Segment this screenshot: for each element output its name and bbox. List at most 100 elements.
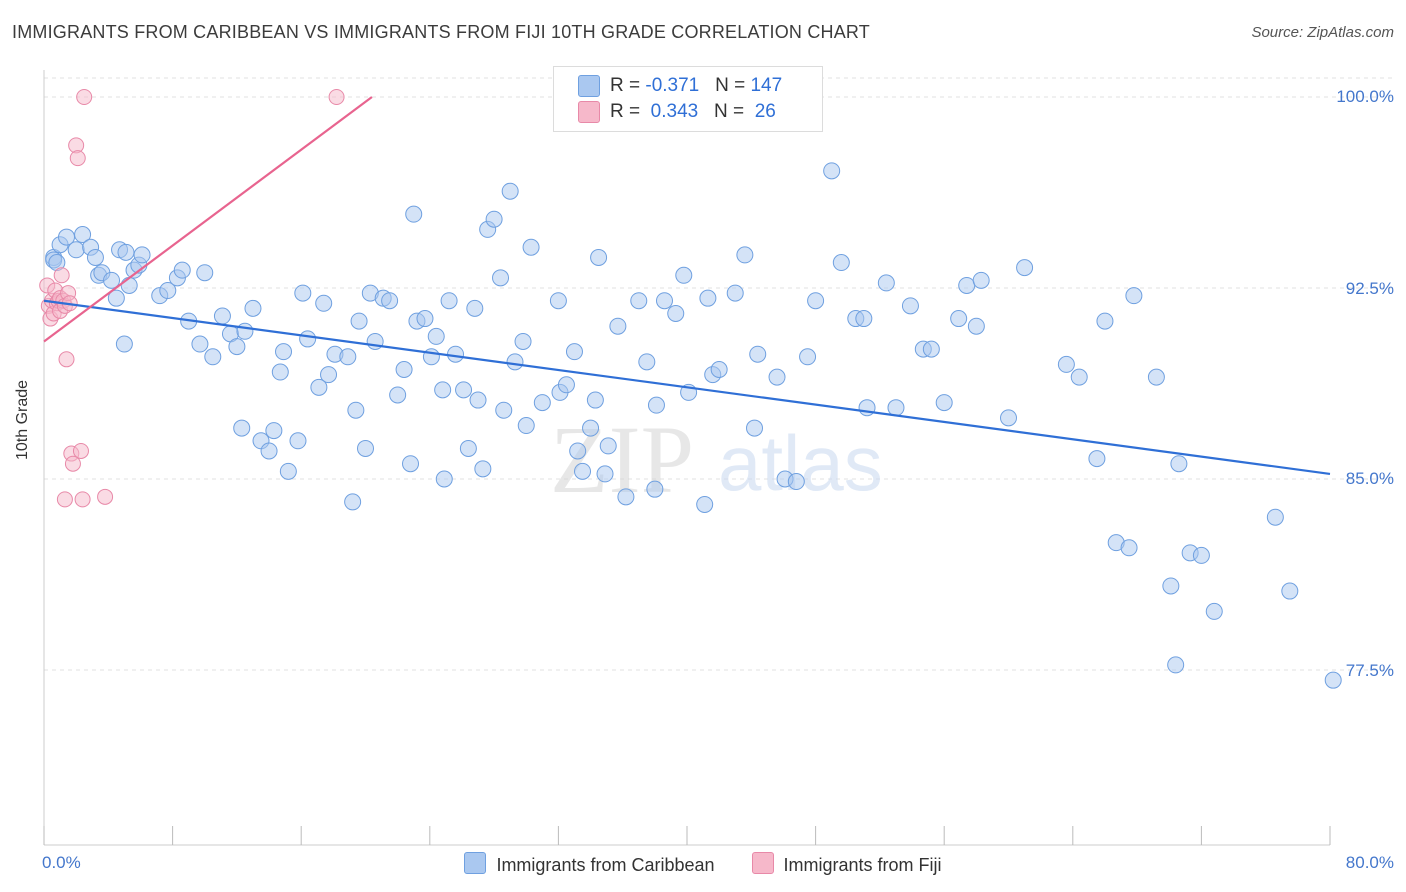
caribbean-point bbox=[887, 399, 905, 417]
caribbean-point bbox=[569, 442, 587, 460]
fiji-point bbox=[97, 488, 114, 505]
caribbean-point bbox=[599, 437, 617, 455]
caribbean-point bbox=[213, 307, 231, 325]
x-tick-label: 80.0% bbox=[1345, 853, 1394, 872]
caribbean-point bbox=[447, 345, 465, 363]
caribbean-point bbox=[173, 261, 191, 279]
caribbean-point bbox=[506, 353, 524, 371]
y-axis-label: 10th Grade bbox=[14, 379, 31, 460]
caribbean-point bbox=[514, 332, 532, 350]
n-value: 26 bbox=[749, 101, 776, 123]
caribbean-point bbox=[586, 391, 604, 409]
caribbean-point bbox=[877, 274, 895, 292]
caribbean-point bbox=[427, 327, 445, 345]
caribbean-point bbox=[115, 335, 133, 353]
caribbean-point bbox=[590, 248, 608, 266]
caribbean-point bbox=[1324, 671, 1342, 689]
caribbean-point bbox=[339, 348, 357, 366]
fiji-point bbox=[56, 491, 73, 508]
caribbean-point bbox=[696, 495, 714, 513]
caribbean-point bbox=[565, 343, 583, 361]
legend-item-fiji[interactable]: Immigrants from Fiji bbox=[751, 852, 942, 876]
caribbean-point bbox=[344, 493, 362, 511]
caribbean-point bbox=[746, 419, 764, 437]
caribbean-point bbox=[1088, 450, 1106, 468]
caribbean-point bbox=[1000, 409, 1017, 427]
caribbean-point bbox=[459, 439, 477, 457]
caribbean-point bbox=[74, 226, 92, 244]
axes bbox=[43, 70, 1331, 846]
fiji-point bbox=[69, 150, 86, 167]
fiji-point bbox=[72, 442, 89, 459]
stats-row-fiji: R = 0.343 N = 26 bbox=[578, 101, 776, 127]
n-label: N = bbox=[714, 101, 750, 123]
caribbean-point bbox=[667, 304, 685, 322]
caribbean-point bbox=[574, 462, 592, 480]
y-tick-label: 85.0% bbox=[1345, 469, 1394, 488]
caribbean-point bbox=[405, 205, 423, 223]
caribbean-point bbox=[236, 322, 254, 340]
caribbean-point bbox=[958, 276, 976, 294]
caribbean-point bbox=[549, 292, 567, 310]
caribbean-point bbox=[1167, 656, 1185, 674]
chart-title: IMMIGRANTS FROM CARIBBEAN VS IMMIGRANTS … bbox=[12, 22, 870, 42]
r-label: R = bbox=[610, 75, 646, 97]
series-caribbean-points bbox=[45, 162, 1342, 689]
legend-label: Immigrants from Caribbean bbox=[496, 855, 715, 875]
caribbean-point bbox=[469, 391, 487, 409]
n-value: 147 bbox=[750, 75, 783, 97]
caribbean-point bbox=[434, 381, 452, 399]
caribbean-point bbox=[901, 297, 919, 315]
caribbean-point bbox=[726, 284, 744, 302]
caribbean-point bbox=[655, 292, 673, 310]
caribbean-point bbox=[972, 271, 990, 289]
caribbean-point bbox=[630, 292, 648, 310]
caribbean-point bbox=[191, 335, 209, 353]
caribbean-point bbox=[389, 386, 407, 404]
fiji-point bbox=[74, 491, 91, 508]
caribbean-point bbox=[736, 246, 754, 264]
caribbean-point bbox=[1205, 602, 1223, 620]
caribbean-point bbox=[196, 264, 214, 282]
caribbean-point bbox=[617, 488, 635, 506]
stats-row-caribbean: R = -0.371 N = 147 bbox=[578, 75, 782, 101]
caribbean-point bbox=[455, 381, 473, 399]
caribbean-point bbox=[350, 312, 368, 330]
caribbean-point bbox=[967, 317, 985, 335]
n-label: N = bbox=[715, 75, 751, 97]
r-value: -0.371 bbox=[645, 75, 700, 97]
caribbean-point bbox=[260, 442, 278, 460]
caribbean-point bbox=[347, 401, 365, 419]
y-tick-label: 77.5% bbox=[1345, 661, 1394, 680]
caribbean-point bbox=[310, 378, 328, 396]
swatch-fiji bbox=[578, 101, 600, 123]
caribbean-point bbox=[466, 299, 484, 317]
swatch-caribbean bbox=[578, 75, 600, 97]
caribbean-point bbox=[204, 348, 222, 366]
series-legend: Immigrants from Caribbean Immigrants fro… bbox=[0, 852, 1406, 876]
fiji-point bbox=[76, 89, 93, 105]
caribbean-point bbox=[823, 162, 841, 180]
caribbean-point bbox=[638, 353, 656, 371]
fiji-point bbox=[53, 267, 70, 284]
caribbean-point bbox=[807, 292, 825, 310]
watermark-atlas: atlas bbox=[718, 419, 883, 507]
caribbean-point bbox=[1281, 582, 1299, 600]
caribbean-point bbox=[289, 432, 307, 450]
caribbean-point bbox=[228, 338, 246, 356]
caribbean-point bbox=[1096, 312, 1114, 330]
caribbean-point bbox=[1125, 287, 1143, 305]
caribbean-point bbox=[950, 310, 968, 328]
caribbean-point bbox=[395, 360, 413, 378]
caribbean-point bbox=[501, 182, 519, 200]
caribbean-point bbox=[855, 310, 873, 328]
caribbean-point bbox=[435, 470, 453, 488]
legend-item-caribbean[interactable]: Immigrants from Caribbean bbox=[464, 852, 715, 876]
watermark: ZIP atlas bbox=[550, 406, 883, 513]
caribbean-point bbox=[402, 455, 420, 473]
caribbean-point bbox=[279, 462, 297, 480]
caribbean-point bbox=[1057, 355, 1075, 373]
caribbean-point bbox=[832, 254, 850, 272]
caribbean-point bbox=[381, 292, 399, 310]
